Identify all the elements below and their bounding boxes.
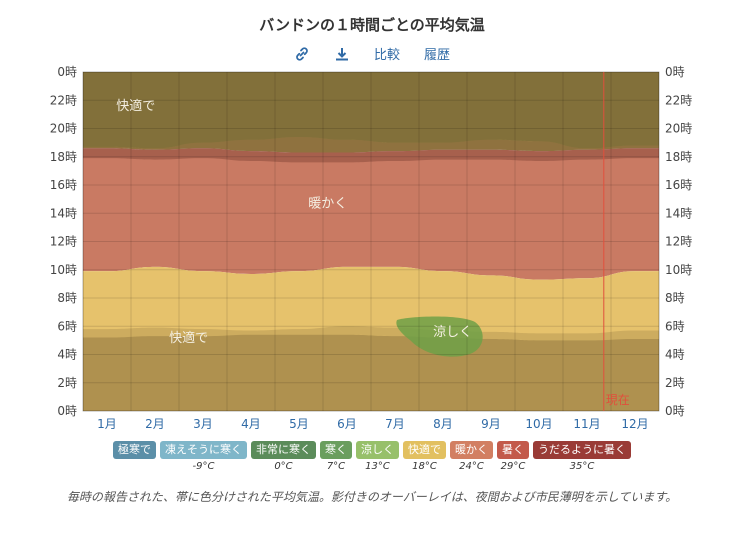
band-cool-blob <box>396 316 483 357</box>
x-tick-label-month: 12月 <box>621 417 648 431</box>
legend-item: うだるように暑く 35°C <box>533 441 631 473</box>
temperature-legend: 極寒で 凍えそうに寒く -9°C 非常に寒く 0°C 寒く 7°C 涼しく 13°C 快適で 18°… <box>0 441 744 473</box>
band-warm <box>83 148 659 280</box>
legend-threshold: 35°C <box>569 461 595 472</box>
y-tick-label-right: 6時 <box>665 319 685 333</box>
x-tick-label-month: 5月 <box>289 417 309 431</box>
legend-chip: 極寒で <box>113 441 156 459</box>
band-comfortable-upper <box>83 72 659 153</box>
legend-chip: うだるように暑く <box>533 441 631 459</box>
legend-threshold: 24°C <box>459 461 484 472</box>
legend-item: 涼しく 13°C <box>356 441 399 473</box>
history-link[interactable]: 履歴 <box>424 48 451 63</box>
legend-chip: 寒く <box>320 441 352 459</box>
y-tick-label-right: 0時 <box>665 65 685 79</box>
legend-item: 非常に寒く 0°C <box>251 441 316 473</box>
x-tick-label-month: 9月 <box>481 417 501 431</box>
x-tick-label-month: 1月 <box>97 417 117 431</box>
legend-chip: 暖かく <box>450 441 493 459</box>
chart-toolbar: 比較 履歴 <box>0 44 744 63</box>
x-tick-label-month: 6月 <box>337 417 357 431</box>
y-tick-label-right: 16時 <box>665 178 692 192</box>
legend-threshold: 7°C <box>326 461 346 472</box>
legend-chip: 暑く <box>497 441 529 459</box>
current-date-label: 現在 <box>606 393 630 407</box>
twilight-shade-lower <box>83 326 659 341</box>
legend-item: 寒く 7°C <box>320 441 352 473</box>
y-tick-label-left: 2時 <box>57 376 77 390</box>
y-tick-label-left: 0時 <box>57 65 77 79</box>
y-tick-label-left: 12時 <box>50 235 77 249</box>
y-tick-label-right: 20時 <box>665 122 692 136</box>
legend-item: 凍えそうに寒く -9°C <box>160 441 247 473</box>
y-tick-label-left: 22時 <box>50 93 77 107</box>
legend-item: 快適で 18°C <box>403 441 446 473</box>
compare-link[interactable]: 比較 <box>373 48 400 63</box>
y-tick-label-left: 10時 <box>50 263 77 277</box>
night-shade-lower <box>83 334 659 411</box>
legend-chip: 凍えそうに寒く <box>160 441 247 459</box>
legend-chip: 快適で <box>403 441 446 459</box>
x-tick-label-month: 4月 <box>241 417 261 431</box>
legend-item: 暖かく 24°C <box>450 441 493 473</box>
night-shade-upper <box>83 72 659 149</box>
y-tick-label-left: 8時 <box>57 291 77 305</box>
y-tick-label-right: 8時 <box>665 291 685 305</box>
y-tick-label-left: 18時 <box>50 150 77 164</box>
y-tick-label-left: 6時 <box>57 319 77 333</box>
y-tick-label-right: 4時 <box>665 348 685 362</box>
y-tick-label-left: 16時 <box>50 178 77 192</box>
legend-threshold: 18°C <box>412 461 437 472</box>
x-tick-label-month: 3月 <box>193 417 213 431</box>
y-tick-label-left: 20時 <box>50 122 77 136</box>
legend-chip: 非常に寒く <box>251 441 316 459</box>
legend-threshold: -9°C <box>192 461 215 472</box>
legend-chip: 涼しく <box>356 441 399 459</box>
y-tick-label-left: 14時 <box>50 206 77 220</box>
band-label: 涼しく <box>433 325 472 340</box>
legend-item: 極寒で <box>113 441 156 473</box>
legend-threshold: 0°C <box>274 461 293 472</box>
y-tick-label-right: 2時 <box>665 376 685 390</box>
legend-threshold: 13°C <box>365 461 390 472</box>
y-tick-label-left: 0時 <box>57 404 77 418</box>
band-comfortable-lower <box>83 266 659 411</box>
x-tick-label-month: 8月 <box>433 417 453 431</box>
chart-title: バンドンの１時間ごとの平均気温 <box>259 16 485 34</box>
y-tick-label-right: 18時 <box>665 150 692 164</box>
y-tick-label-right: 0時 <box>665 404 685 418</box>
band-label: 快適で <box>116 98 155 114</box>
band-label: 快適で <box>169 330 208 346</box>
x-tick-label-month: 2月 <box>145 417 165 431</box>
x-tick-label-month: 11月 <box>573 417 600 431</box>
y-tick-label-left: 4時 <box>57 348 77 362</box>
y-tick-label-right: 10時 <box>665 263 692 277</box>
x-tick-label-month: 10月 <box>525 417 552 431</box>
legend-threshold: 29°C <box>500 461 526 472</box>
x-tick-label-month: 7月 <box>385 417 405 431</box>
download-icon[interactable] <box>334 46 350 62</box>
chart-caption: 毎時の報告された、帯に色分けされた平均気温。影付きのオーバーレイは、夜間および市… <box>66 490 678 504</box>
link-icon[interactable] <box>294 46 310 62</box>
y-tick-label-right: 12時 <box>665 235 692 249</box>
band-label: 暖かく <box>308 197 347 212</box>
y-tick-label-right: 14時 <box>665 206 692 220</box>
plot-frame <box>82 71 660 412</box>
legend-item: 暑く 29°C <box>497 441 529 473</box>
twilight-shade-upper <box>83 136 659 163</box>
y-tick-label-right: 22時 <box>665 93 692 107</box>
